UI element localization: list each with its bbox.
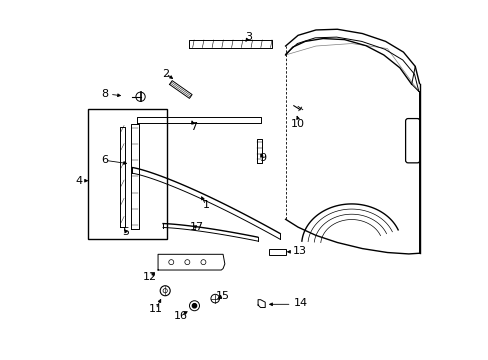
Text: 3: 3 [245,32,252,42]
Text: 8: 8 [101,89,108,99]
Text: 5: 5 [122,227,129,237]
Text: 11: 11 [149,304,163,314]
Text: 2: 2 [162,68,169,78]
Circle shape [192,303,196,308]
Text: 9: 9 [258,153,265,163]
Text: 6: 6 [102,156,108,165]
Text: 17: 17 [189,222,203,232]
Text: 14: 14 [293,298,307,308]
Text: 10: 10 [290,118,305,129]
Text: 16: 16 [174,311,187,321]
Text: 15: 15 [215,291,229,301]
Text: 4: 4 [75,176,82,186]
Bar [268,249,285,255]
Text: 12: 12 [143,272,157,282]
Text: 13: 13 [292,246,306,256]
Text: 7: 7 [190,122,197,132]
Text: 1: 1 [202,200,209,210]
